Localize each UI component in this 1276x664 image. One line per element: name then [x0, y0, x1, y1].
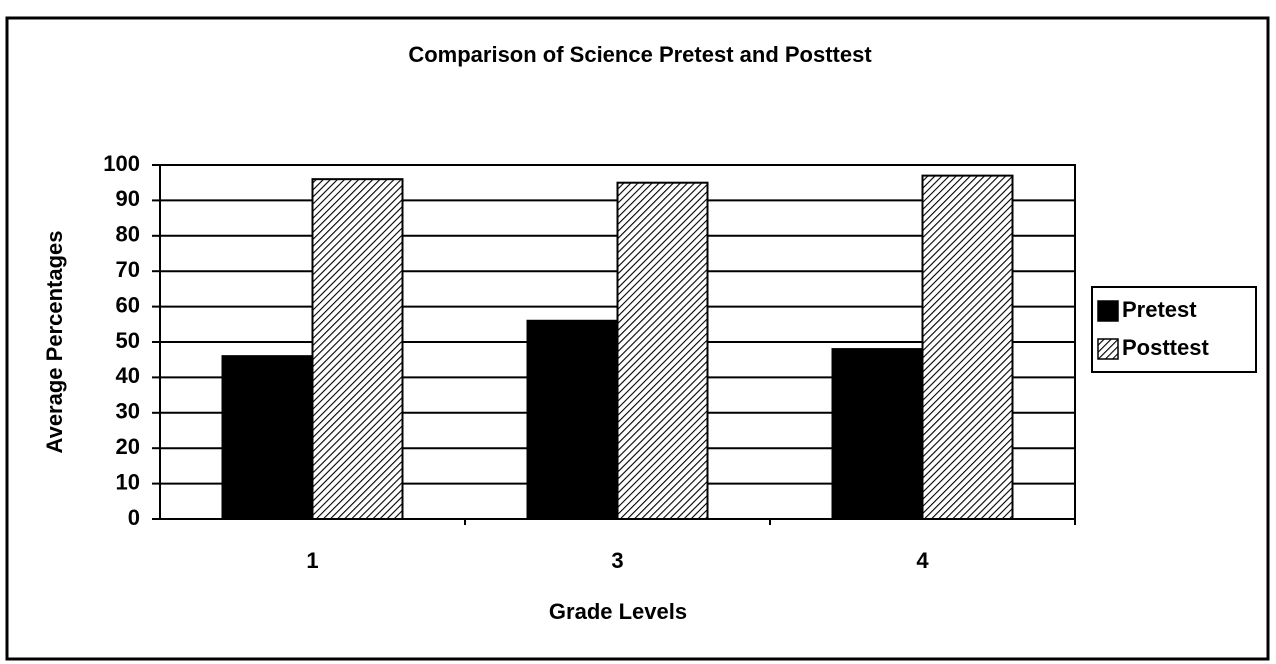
y-tick-label: 50 — [116, 328, 140, 353]
y-tick-label: 40 — [116, 363, 140, 388]
bar — [616, 181, 709, 520]
y-tick-label: 70 — [116, 257, 140, 282]
legend-label: Posttest — [1122, 335, 1209, 360]
y-axis-title: Average Percentages — [42, 231, 67, 454]
y-tick-label: 10 — [116, 469, 140, 494]
bar — [921, 174, 1014, 520]
y-tick-label: 0 — [128, 505, 140, 530]
bar — [311, 178, 404, 520]
x-tick-label: 3 — [611, 548, 623, 573]
y-tick-label: 100 — [103, 151, 140, 176]
bar — [526, 319, 619, 521]
x-tick-label: 1 — [306, 548, 318, 573]
y-tick-label: 60 — [116, 292, 140, 317]
legend-swatch — [1097, 338, 1119, 360]
chart-title: Comparison of Science Pretest and Postte… — [408, 42, 872, 67]
y-tick-label: 30 — [116, 399, 140, 424]
legend-swatch — [1097, 300, 1119, 322]
y-tick-label: 80 — [116, 222, 140, 247]
bar — [221, 355, 314, 520]
x-tick-label: 4 — [916, 548, 929, 573]
y-tick-label: 90 — [116, 186, 140, 211]
bar — [831, 348, 924, 520]
chart-frame — [5, 16, 1270, 661]
x-axis-title: Grade Levels — [549, 599, 687, 624]
legend-box — [1091, 286, 1257, 373]
legend-label: Pretest — [1122, 297, 1197, 322]
y-tick-label: 20 — [116, 434, 140, 459]
